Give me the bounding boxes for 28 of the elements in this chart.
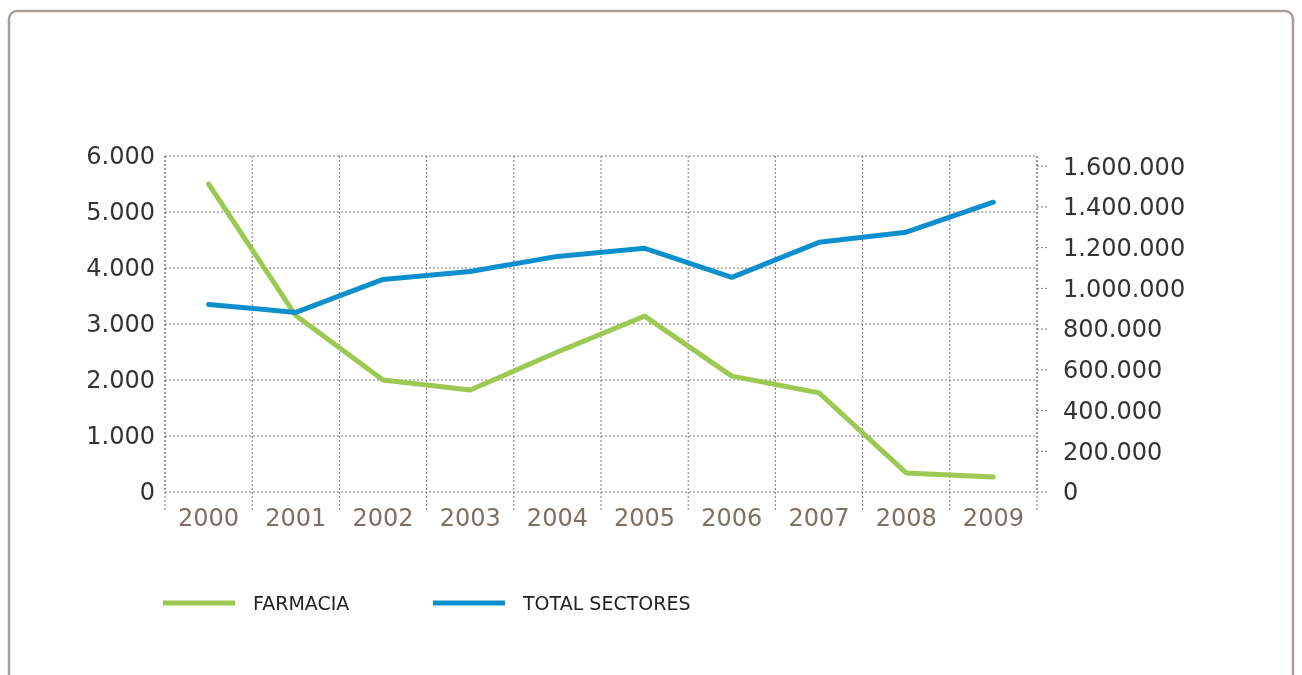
y2-tick-label: 600.000 [1063,356,1163,385]
y2-tick-label: 1.400.000 [1063,193,1186,222]
legend-label: TOTAL SECTORES [522,591,691,614]
y-tick-label: 3.000 [86,310,155,339]
x-tick-label: 2002 [352,504,414,532]
y2-tick-label: 1.200.000 [1063,234,1186,263]
y2-tick-label: 800.000 [1063,315,1163,344]
y2-tick-label: 200.000 [1063,437,1163,466]
y-tick-label: 0 [139,478,155,507]
x-tick-label: 2000 [178,504,240,532]
x-tick-label: 2001 [265,504,327,532]
y-tick-label: 5.000 [86,198,155,227]
y-tick-label: 2.000 [86,366,155,395]
x-tick-label: 2006 [701,504,763,532]
y-tick-label: 4.000 [86,254,155,283]
x-tick-label: 2005 [614,504,676,532]
y2-tick-label: 400.000 [1063,396,1163,425]
legend-label: FARMACIA [253,591,350,614]
x-tick-label: 2007 [788,504,850,532]
x-tick-label: 2004 [526,504,588,532]
x-tick-label: 2008 [875,504,937,532]
y2-tick-label: 0 [1063,478,1079,507]
y-tick-label: 6.000 [86,142,155,171]
x-tick-label: 2009 [962,504,1024,532]
y-tick-label: 1.000 [86,422,155,451]
y2-tick-label: 1.600.000 [1063,152,1186,181]
x-tick-label: 2003 [439,504,501,532]
y2-tick-label: 1.000.000 [1063,274,1186,303]
